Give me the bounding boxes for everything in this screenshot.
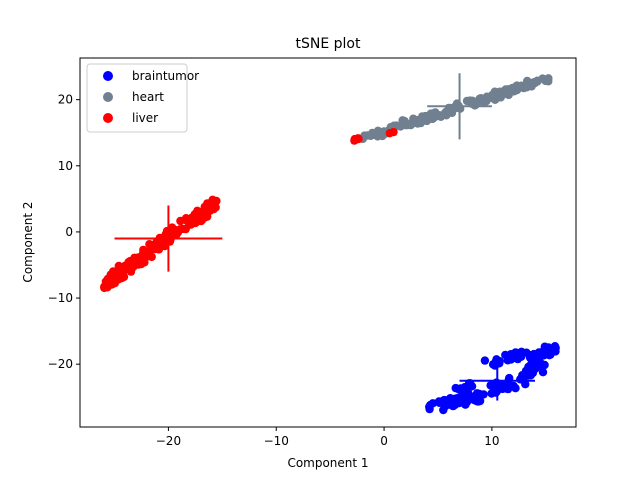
point-liver xyxy=(176,216,185,226)
x-tick-label: 0 xyxy=(380,434,388,448)
legend-marker-braintumor xyxy=(103,71,113,81)
point-liver xyxy=(160,241,169,251)
point-braintumor xyxy=(524,362,533,372)
point-heart xyxy=(509,87,519,96)
point-heart xyxy=(462,96,472,106)
point-heart xyxy=(482,96,491,106)
x-tick-label: −20 xyxy=(156,434,181,448)
crosshair-layer xyxy=(114,73,536,401)
x-tick-label: −10 xyxy=(264,434,289,448)
series-braintumor xyxy=(425,342,560,415)
chart-title: tSNE plot xyxy=(296,36,361,52)
point-braintumor xyxy=(523,371,532,380)
point-heart xyxy=(431,108,440,117)
point-liver xyxy=(141,252,150,261)
point-heart xyxy=(541,76,550,86)
point-braintumor xyxy=(472,389,482,398)
point-liver xyxy=(389,127,398,137)
y-tick-label: −10 xyxy=(48,291,73,305)
point-heart xyxy=(475,94,484,103)
point-liver xyxy=(129,260,138,269)
point-liver xyxy=(353,134,363,143)
point-braintumor xyxy=(538,368,548,377)
legend: braintumor heart liver xyxy=(86,63,199,133)
point-heart xyxy=(401,121,410,130)
point-heart xyxy=(413,119,422,128)
y-tick-label: 10 xyxy=(58,159,73,173)
y-axis-label: Component 2 xyxy=(21,201,35,282)
point-braintumor xyxy=(511,384,520,393)
legend-marker-liver xyxy=(103,113,113,123)
point-heart xyxy=(374,127,383,136)
point-braintumor xyxy=(428,399,437,408)
point-liver xyxy=(169,227,179,237)
point-braintumor xyxy=(487,389,496,398)
point-liver xyxy=(200,213,210,222)
point-liver xyxy=(208,195,217,204)
point-braintumor xyxy=(516,375,525,384)
legend-label-heart: heart xyxy=(132,90,164,104)
point-heart xyxy=(491,91,500,101)
point-braintumor xyxy=(535,358,545,367)
point-liver xyxy=(126,267,136,276)
point-heart xyxy=(527,79,537,88)
x-axis-ticks: −20 −10 0 10 xyxy=(156,427,500,448)
legend-marker-heart xyxy=(103,92,113,102)
x-tick-label: 10 xyxy=(484,434,499,448)
plot-frame xyxy=(79,57,577,428)
point-heart xyxy=(426,114,436,123)
y-axis-ticks: −20 −10 0 10 20 xyxy=(48,93,80,371)
point-braintumor xyxy=(491,360,500,369)
point-braintumor xyxy=(480,356,490,365)
point-braintumor xyxy=(516,352,526,361)
point-liver xyxy=(110,279,120,288)
point-liver xyxy=(133,253,142,262)
point-braintumor xyxy=(506,355,516,364)
legend-label-liver: liver xyxy=(132,111,158,125)
point-liver xyxy=(103,283,112,292)
point-heart xyxy=(446,105,455,114)
point-braintumor xyxy=(446,394,455,403)
x-axis-label: Component 1 xyxy=(287,456,368,470)
point-liver xyxy=(186,220,195,229)
y-tick-label: 0 xyxy=(65,225,73,239)
point-liver xyxy=(151,244,160,253)
point-braintumor xyxy=(441,402,450,411)
point-braintumor xyxy=(539,351,549,360)
points-layer xyxy=(100,74,560,415)
point-heart xyxy=(471,100,480,110)
point-liver xyxy=(113,269,123,279)
point-braintumor xyxy=(540,342,549,351)
point-liver xyxy=(193,214,202,223)
point-braintumor xyxy=(460,383,469,392)
point-heart xyxy=(498,87,508,97)
y-tick-label: −20 xyxy=(48,357,73,371)
y-tick-label: 20 xyxy=(58,93,73,107)
point-liver xyxy=(140,258,149,267)
point-braintumor xyxy=(550,342,560,351)
legend-label-braintumor: braintumor xyxy=(132,69,199,83)
